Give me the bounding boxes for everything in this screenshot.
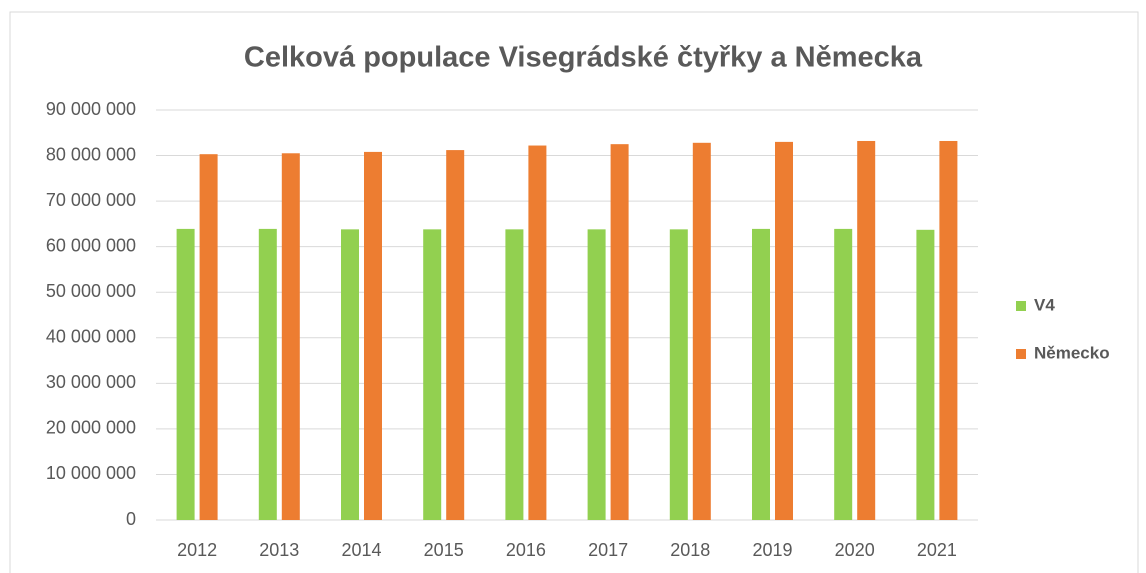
bar	[775, 141, 793, 520]
bar	[587, 229, 606, 520]
y-tick-label: 20 000 000	[46, 418, 136, 438]
bar	[199, 154, 218, 520]
bar	[341, 229, 359, 520]
x-tick-label: 2017	[588, 540, 628, 560]
x-tick-label: 2016	[506, 540, 546, 560]
y-tick-label: 90 000 000	[46, 99, 136, 119]
x-tick-label: 2014	[341, 540, 381, 560]
y-tick-label: 0	[126, 509, 136, 529]
x-tick-label: 2019	[752, 540, 792, 560]
bar	[528, 145, 547, 521]
legend-swatch	[1016, 301, 1026, 311]
bar	[258, 228, 277, 520]
x-tick-label: 2021	[917, 540, 957, 560]
bar	[834, 228, 853, 520]
bar	[752, 228, 770, 520]
y-tick-label: 60 000 000	[46, 235, 136, 255]
x-tick-label: 2020	[835, 540, 875, 560]
bar	[281, 153, 300, 520]
y-tick-label: 70 000 000	[46, 190, 136, 210]
y-tick-label: 40 000 000	[46, 327, 136, 347]
bar	[505, 229, 524, 520]
x-tick-label: 2012	[177, 540, 217, 560]
bar	[857, 140, 876, 520]
y-tick-label: 50 000 000	[46, 281, 136, 301]
bar	[176, 228, 195, 520]
bar	[692, 142, 711, 521]
bar	[610, 144, 629, 520]
legend-swatch	[1016, 349, 1026, 359]
chart-title: Celková populace Visegrádské čtyřky a Ně…	[244, 42, 923, 74]
y-tick-label: 80 000 000	[46, 144, 136, 164]
x-tick-label: 2015	[424, 540, 464, 560]
legend-label: Německo	[1034, 343, 1110, 362]
bar	[423, 229, 442, 520]
y-tick-label: 30 000 000	[46, 372, 136, 392]
y-tick-label: 10 000 000	[46, 463, 136, 483]
x-tick-label: 2018	[670, 540, 710, 560]
bar	[939, 140, 958, 520]
bar	[446, 150, 465, 521]
bar	[364, 151, 382, 520]
bar	[916, 229, 935, 521]
bar	[669, 229, 688, 520]
legend-label: V4	[1034, 295, 1055, 314]
x-tick-label: 2013	[259, 540, 299, 560]
